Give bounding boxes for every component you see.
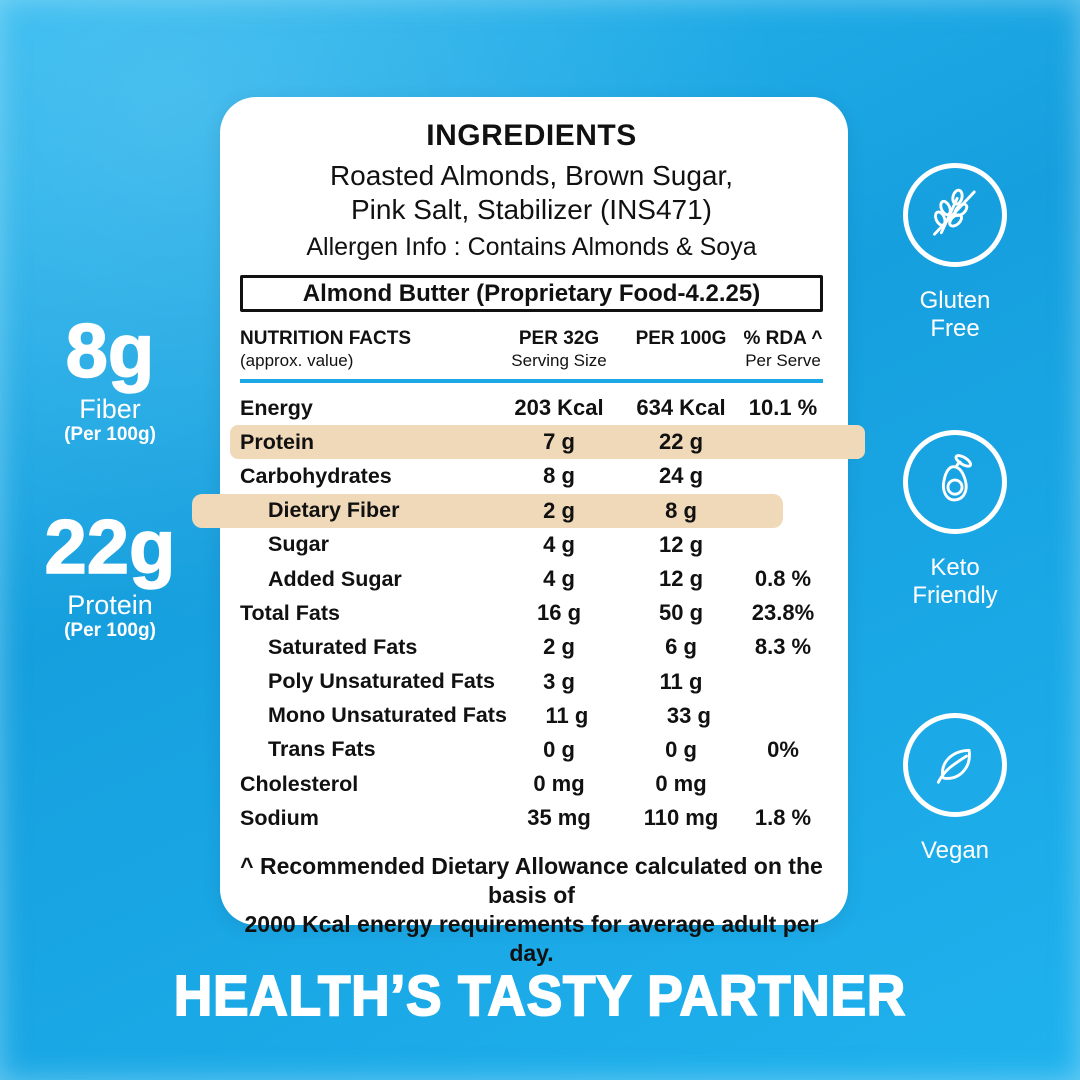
table-row-protein: Protein 7 g 22 g [230, 425, 865, 460]
ingredients-line: Roasted Almonds, Brown Sugar, [329, 160, 734, 191]
badge-label: Keto Friendly [912, 554, 998, 609]
fiber-highlight-band [192, 493, 783, 528]
ingredients-title: INGREDIENTS [426, 119, 637, 152]
table-row-poly-unsaturated-fats: Poly Unsaturated Fats 3 g 11 g [268, 668, 703, 694]
table-row-cholesterol: Cholesterol 0 mg 0 mg [240, 771, 707, 797]
nutrition-label-card: INGREDIENTS Roasted Almonds, Brown Sugar… [192, 97, 865, 966]
header-nutrition-facts: NUTRITION FACTS (approx. value) [240, 328, 411, 370]
table-row-total-fats: Total Fats 16 g 50 g 23.8% [240, 600, 815, 626]
table-row-dietary-fiber: Dietary Fiber 2 g 8 g [192, 493, 823, 528]
badge-label: Gluten Free [919, 287, 991, 342]
vegan-badge: Vegan [880, 713, 1030, 865]
nutrition-table-body: Energy 203 Kcal 634 Kcal 10.1 % Protein … [192, 391, 865, 835]
protein-value: 22g [44, 505, 176, 590]
header-divider-line [240, 379, 823, 383]
badge-label: Vegan [920, 837, 990, 864]
keto-friendly-badge: Keto Friendly [880, 430, 1030, 610]
footer-headline: HEALTH’S TASTY PARTNER [173, 963, 907, 1029]
allergen-info: Allergen Info : Contains Almonds & Soya [306, 233, 757, 261]
rda-footnote: ^ Recommended Dietary Allowance calculat… [240, 853, 823, 967]
protein-highlight-band [230, 425, 865, 460]
avocado-icon [942, 454, 973, 502]
wheat-crossed-icon [933, 188, 976, 236]
protein-per-100g: (Per 100g) [64, 620, 156, 641]
fiber-per-100g: (Per 100g) [64, 424, 156, 445]
product-name-box: Almond Butter (Proprietary Food-4.2.25) [240, 275, 823, 312]
ingredients-line: Pink Salt, Stabilizer (INS471) [350, 194, 713, 225]
badge-circle [903, 430, 1007, 534]
fiber-label: Fiber [79, 394, 141, 424]
table-row-energy: Energy 203 Kcal 634 Kcal 10.1 % [240, 395, 818, 421]
gluten-free-badge: Gluten Free [880, 163, 1030, 343]
table-row-trans-fats: Trans Fats 0 g 0 g 0% [268, 736, 799, 762]
protein-stat-callout: 22g Protein (Per 100g) [25, 505, 195, 642]
table-row-sugar: Sugar 4 g 12 g [268, 531, 704, 557]
table-row-sodium: Sodium 35 mg 110 mg 1.8 % [240, 805, 812, 831]
table-row-carbohydrates: Carbohydrates 8 g 24 g [240, 463, 704, 489]
leaf-icon [936, 748, 971, 784]
header-per-32g: PER 32G Serving Size [511, 328, 607, 370]
table-row-saturated-fats: Saturated Fats 2 g 6 g 8.3 % [268, 634, 812, 660]
header-rda: % RDA ^ Per Serve [743, 328, 823, 370]
table-row-added-sugar: Added Sugar 4 g 12 g 0.8 % [268, 566, 812, 592]
protein-label: Protein [67, 590, 153, 620]
table-row-mono-unsaturated-fats: Mono Unsaturated Fats 11 g 33 g [268, 702, 711, 728]
badge-circle [903, 163, 1007, 267]
badge-circle [903, 713, 1007, 817]
fiber-stat-callout: 8g Fiber (Per 100g) [35, 309, 185, 446]
nutrition-table-header: NUTRITION FACTS (approx. value) PER 32G … [240, 327, 823, 372]
header-per-100g: PER 100G [635, 328, 727, 349]
fiber-value: 8g [65, 309, 155, 394]
